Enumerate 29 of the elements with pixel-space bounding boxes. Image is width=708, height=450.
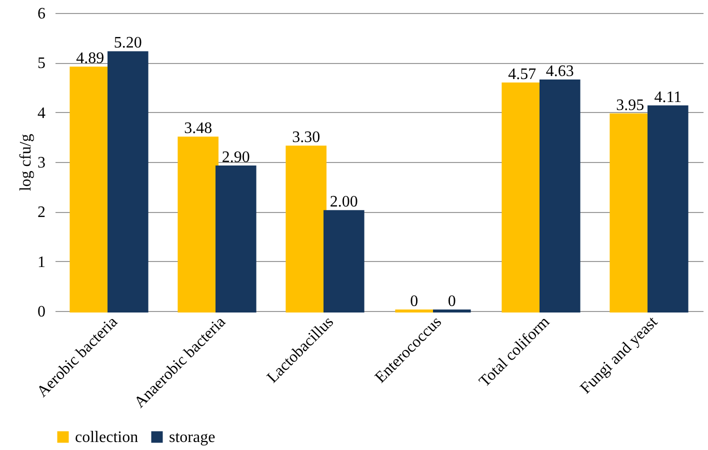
data-label: 4.89 <box>76 50 104 68</box>
data-label: 5.20 <box>114 34 142 52</box>
data-label: 3.48 <box>184 120 212 138</box>
legend-label: storage <box>169 429 216 446</box>
y-tick-label: 0 <box>38 304 46 320</box>
y-axis-title: log cfu/g <box>18 134 34 192</box>
data-label: 4.63 <box>546 63 574 80</box>
bar <box>648 105 688 312</box>
data-label: 4.11 <box>654 88 682 106</box>
data-label: 3.95 <box>616 96 644 114</box>
data-label: 2.90 <box>222 148 250 166</box>
bar <box>178 136 218 312</box>
y-tick-label: 6 <box>38 6 46 22</box>
y-tick-label: 4 <box>38 104 46 122</box>
data-label: 2.00 <box>330 194 358 211</box>
bar <box>108 51 148 312</box>
data-label: 0 <box>410 293 418 310</box>
bar <box>324 210 364 312</box>
legend-label: collection <box>75 429 138 446</box>
bar <box>540 80 580 312</box>
data-label: 3.30 <box>292 129 320 146</box>
data-label: 0 <box>448 293 456 310</box>
y-tick-label: 1 <box>38 254 46 271</box>
bar <box>216 165 256 312</box>
data-label: 4.57 <box>508 66 536 84</box>
y-tick-label: 3 <box>38 154 46 172</box>
y-tick-label: 5 <box>38 55 46 72</box>
y-tick-label: 2 <box>38 204 46 222</box>
bar <box>286 146 326 312</box>
